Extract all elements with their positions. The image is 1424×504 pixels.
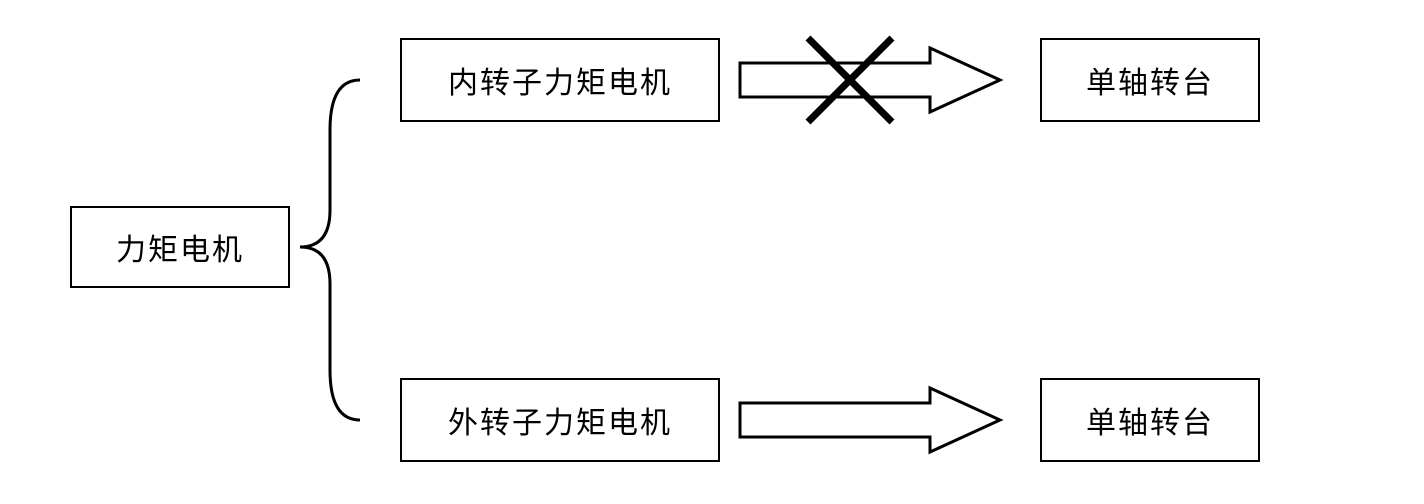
box-root: 力矩电机	[70, 206, 290, 288]
box-right-top-label: 单轴转台	[1086, 58, 1214, 102]
box-top-label: 内转子力矩电机	[448, 58, 672, 102]
box-bottom: 外转子力矩电机	[400, 378, 720, 462]
brace-icon	[300, 80, 360, 420]
arrow-top-icon	[740, 48, 1000, 112]
cross-icon	[808, 38, 892, 122]
box-right-top: 单轴转台	[1040, 38, 1260, 122]
box-top: 内转子力矩电机	[400, 38, 720, 122]
arrow-bottom-icon	[740, 388, 1000, 452]
box-right-bottom: 单轴转台	[1040, 378, 1260, 462]
box-right-bottom-label: 单轴转台	[1086, 398, 1214, 442]
box-root-label: 力矩电机	[116, 225, 244, 269]
box-bottom-label: 外转子力矩电机	[448, 398, 672, 442]
